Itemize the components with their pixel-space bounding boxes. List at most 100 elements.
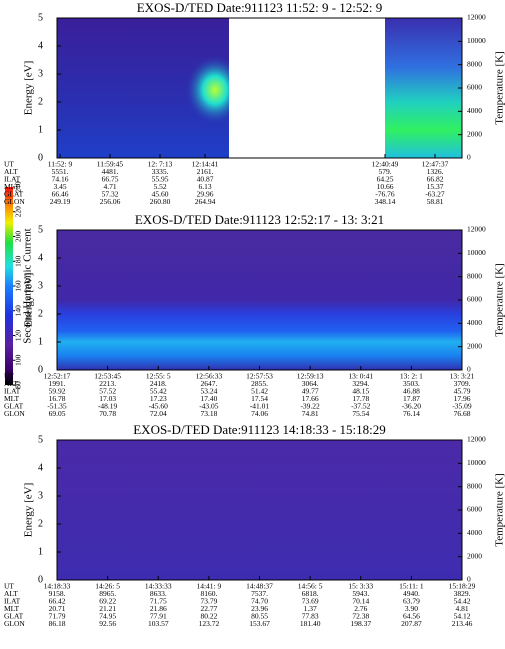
ephemeris-value: 55.42 <box>150 387 167 396</box>
ephemeris-value: 4940. <box>403 589 420 598</box>
ephemeris-value: -39.22 <box>300 402 320 411</box>
ephemeris-value: 2647. <box>200 379 217 388</box>
ephemeris-value: 12:52:17 <box>44 372 71 381</box>
ephemeris-value: 1991. <box>49 379 66 388</box>
y-axis-label: Energy [eV] <box>23 273 35 327</box>
colorbar-tick-label: 120 <box>14 330 23 342</box>
ephemeris-value: 74.95 <box>99 612 116 621</box>
y2-tick-label: 0 <box>467 575 471 584</box>
ephemeris-value: -45.60 <box>149 402 169 411</box>
ephemeris-value: 12:47:37 <box>422 160 449 169</box>
ephemeris-value: 73.79 <box>200 597 217 606</box>
row-label: ILAT <box>4 597 21 606</box>
spectrogram <box>57 440 462 580</box>
y-tick-label: 5 <box>38 224 43 235</box>
ephemeris-value: 10.66 <box>377 182 394 191</box>
colorbar-tick-label: 100 <box>14 354 23 366</box>
ephemeris-value: 16.78 <box>49 394 66 403</box>
row-label: GLAT <box>4 612 24 621</box>
y2-tick-label: 2000 <box>467 341 482 350</box>
row-label: ALT <box>4 379 18 388</box>
ephemeris-value: 80.22 <box>200 612 217 621</box>
ephemeris-value: 73.18 <box>200 409 217 418</box>
ephemeris-value: 58.81 <box>427 197 444 206</box>
ephemeris-value: 12:40:49 <box>372 160 399 169</box>
ephemeris-value: 8633. <box>150 589 167 598</box>
ephemeris-value: -37.52 <box>351 402 371 411</box>
y2-tick-label: 12000 <box>467 435 486 444</box>
ephemeris-value: 103.57 <box>148 619 169 628</box>
ephemeris-value: 17.40 <box>200 394 217 403</box>
ephemeris-value: 2213. <box>99 379 116 388</box>
row-label: GLON <box>4 619 25 628</box>
ephemeris-value: 15: 3:33 <box>348 582 373 591</box>
ephemeris-value: 17.66 <box>302 394 319 403</box>
row-label: MLT <box>4 604 20 613</box>
ephemeris-value: 13: 3:21 <box>450 372 475 381</box>
y2-axis-label: Temperature [K] <box>494 473 505 546</box>
ephemeris-value: 17.87 <box>403 394 420 403</box>
ephemeris-value: 22.77 <box>200 604 217 613</box>
colorbar-tick-label: 240 <box>14 181 23 193</box>
ephemeris-value: 15:18:29 <box>449 582 476 591</box>
spectrogram <box>385 18 462 158</box>
ephemeris-value: 71.79 <box>49 612 66 621</box>
ephemeris-value: 66.42 <box>49 597 66 606</box>
y2-tick-label: 0 <box>467 153 471 162</box>
ephemeris-value: 74.06 <box>251 409 268 418</box>
ephemeris-value: 72.04 <box>150 409 167 418</box>
y-tick-label: 0 <box>38 364 43 375</box>
row-label: UT <box>4 582 14 591</box>
y2-tick-label: 8000 <box>467 481 482 490</box>
ephemeris-value: 76.68 <box>454 409 471 418</box>
row-label: ALT <box>4 589 18 598</box>
ephemeris-value: -51.35 <box>47 402 67 411</box>
ephemeris-value: 13: 0:41 <box>348 372 373 381</box>
ephemeris-value: 11:59:45 <box>97 160 124 169</box>
spectrogram <box>57 230 462 370</box>
y2-tick-label: 4000 <box>467 528 482 537</box>
ephemeris-value: 55.95 <box>152 175 169 184</box>
ephemeris-value: 11:52: 9 <box>48 160 73 169</box>
y2-tick-label: 10000 <box>467 36 486 45</box>
ephemeris-value: 3709. <box>454 379 471 388</box>
ephemeris-value: 153.67 <box>249 619 270 628</box>
ephemeris-value: 70.78 <box>99 409 116 418</box>
ephemeris-value: 77.83 <box>302 612 319 621</box>
ephemeris-value: 51.42 <box>251 387 268 396</box>
ephemeris-value: 69.05 <box>49 409 66 418</box>
y2-tick-label: 6000 <box>467 505 482 514</box>
ephemeris-value: -43.05 <box>199 402 219 411</box>
ephemeris-value: 207.87 <box>401 619 422 628</box>
ephemeris-value: 6.13 <box>198 182 211 191</box>
y2-tick-label: 2000 <box>467 129 482 138</box>
colorbar-tick-label: 160 <box>14 280 23 292</box>
panel-title: EXOS-D/TED Date:911123 14:18:33 - 15:18:… <box>133 422 386 437</box>
ephemeris-value: 348.14 <box>375 197 396 206</box>
ephemeris-value: 6818. <box>302 589 319 598</box>
colorbar-label: Second Harmonic Current <box>22 228 34 343</box>
ephemeris-value: 54.42 <box>454 597 471 606</box>
y2-tick-label: 10000 <box>467 248 486 257</box>
y-tick-label: 3 <box>38 490 43 501</box>
y-tick-label: 3 <box>38 68 43 79</box>
ephemeris-value: 17.03 <box>99 394 116 403</box>
ephemeris-value: 3064. <box>302 379 319 388</box>
ephemeris-value: 17.54 <box>251 394 268 403</box>
ephemeris-value: -41.01 <box>250 402 270 411</box>
y-tick-label: 4 <box>38 462 43 473</box>
ephemeris-value: 12:56:33 <box>196 372 223 381</box>
y-tick-label: 3 <box>38 280 43 291</box>
y-tick-label: 0 <box>38 152 43 163</box>
ephemeris-value: 72.38 <box>352 612 369 621</box>
y2-tick-label: 8000 <box>467 271 482 280</box>
ephemeris-value: 9158. <box>49 589 66 598</box>
ephemeris-value: 17.96 <box>454 394 471 403</box>
y-axis-label: Energy [eV] <box>23 61 35 115</box>
ephemeris-value: 14:18:33 <box>44 582 71 591</box>
ephemeris-value: 21.21 <box>99 604 116 613</box>
ephemeris-value: 181.40 <box>300 619 321 628</box>
row-label: ILAT <box>4 387 21 396</box>
ephemeris-value: 264.94 <box>195 197 216 206</box>
